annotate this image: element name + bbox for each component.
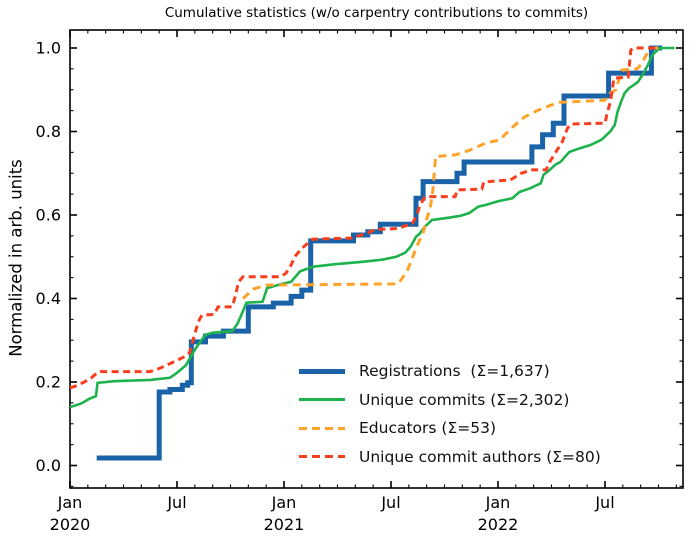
svg-text:Jan: Jan (271, 493, 297, 512)
legend-label: Educators (Σ=53) (359, 419, 497, 438)
unique-commit-authors-line-swatch (299, 455, 345, 459)
series-line-unique-commits (69, 46, 675, 409)
svg-text:0.0: 0.0 (36, 456, 61, 475)
svg-text:Jan: Jan (485, 493, 511, 512)
registrations-line-swatch (299, 368, 345, 374)
legend-item-unique-commit-authors: Unique commit authors (Σ=80) (299, 443, 689, 472)
educators-line-swatch (299, 426, 345, 430)
legend-item-unique-commits: Unique commits (Σ=2,302) (299, 386, 689, 415)
unique-commits-line-swatch (299, 398, 345, 402)
tick-labels: Jan 2020 Jul Jan 2021 Jul Jan 2022 Jul 0.0 0.2 0.4 0… (36, 39, 615, 535)
x-axis-ticks (69, 30, 677, 488)
svg-text:0.6: 0.6 (36, 206, 61, 225)
svg-text:Jul: Jul (380, 493, 400, 512)
svg-text:Jan: Jan (57, 493, 83, 512)
legend-label: Registrations (Σ=1,637) (359, 362, 550, 381)
chart-title: Cumulative statistics (w/o carpentry con… (164, 5, 589, 21)
y-axis-label: Normalized in arb. units (6, 159, 26, 357)
svg-text:0.8: 0.8 (36, 122, 61, 141)
svg-text:0.2: 0.2 (36, 373, 61, 392)
svg-text:0.4: 0.4 (36, 289, 61, 308)
svg-text:2021: 2021 (264, 515, 305, 534)
svg-text:1.0: 1.0 (36, 39, 61, 58)
series-line-educators (241, 46, 663, 300)
legend-item-educators: Educators (Σ=53) (299, 414, 689, 443)
plot-border (69, 29, 684, 489)
series-line-registrations (96, 45, 663, 461)
legend: Registrations (Σ=1,637) Unique commits (… (299, 357, 689, 471)
legend-item-registrations: Registrations (Σ=1,637) (299, 357, 689, 386)
legend-label: Unique commits (Σ=2,302) (359, 390, 570, 409)
legend-label: Unique commit authors (Σ=80) (359, 447, 601, 466)
series-line-unique-commit-authors (69, 46, 659, 390)
svg-text:Jul: Jul (166, 493, 186, 512)
svg-text:2020: 2020 (50, 515, 91, 534)
svg-text:2022: 2022 (478, 515, 519, 534)
y-axis-ticks (70, 47, 683, 487)
svg-text:Jul: Jul (594, 493, 614, 512)
